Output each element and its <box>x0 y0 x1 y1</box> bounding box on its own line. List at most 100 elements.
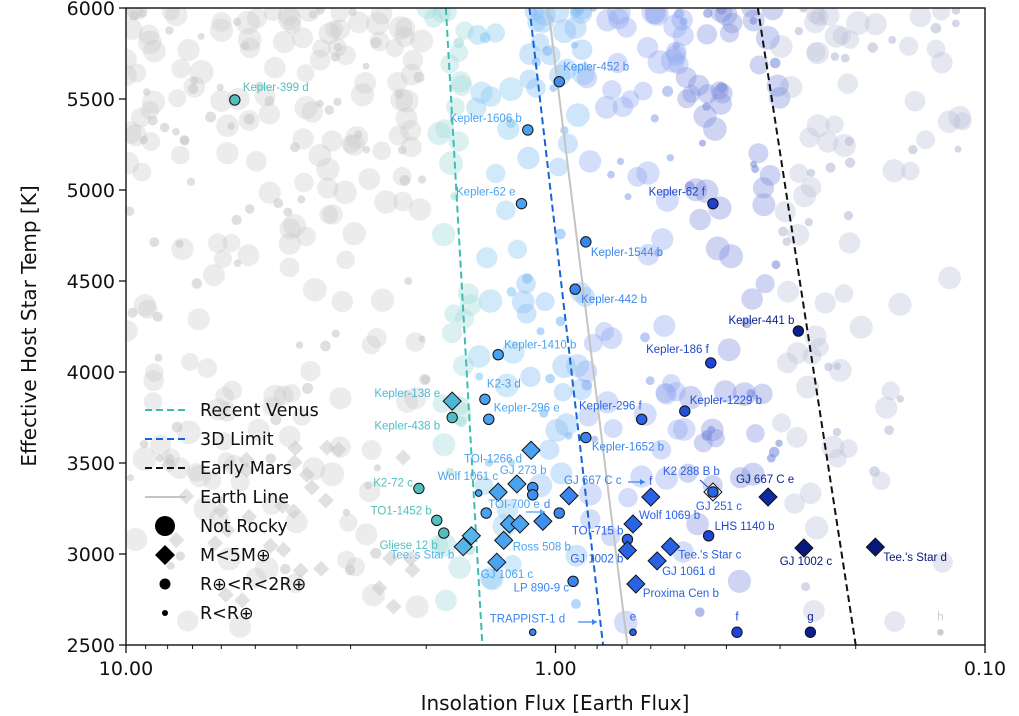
background-planet <box>333 42 343 52</box>
background-planet <box>801 177 822 198</box>
planet-circle-marker <box>804 626 817 638</box>
planet-label: Kepler-296 f <box>579 400 642 412</box>
background-planet <box>529 8 538 17</box>
background-planet <box>571 39 593 60</box>
background-planet <box>799 8 808 13</box>
background-planet <box>364 482 372 490</box>
background-planet <box>481 568 504 591</box>
background-planet <box>660 48 685 73</box>
background-planet <box>470 81 493 104</box>
planet-label: Proxima Cen b <box>643 588 719 600</box>
background-planet <box>715 8 738 26</box>
background-planet <box>272 30 296 54</box>
planet-circle-marker <box>679 405 691 417</box>
planet-circle-marker <box>413 482 425 495</box>
background-planet <box>126 8 144 21</box>
background-planet <box>655 467 678 490</box>
background-planet <box>580 509 601 530</box>
background-planet <box>467 345 491 368</box>
background-planet <box>316 157 340 181</box>
background-planet <box>846 11 870 36</box>
background-planet <box>191 278 203 289</box>
planet-unlabeled <box>527 489 539 501</box>
planet-circle-marker <box>229 94 241 106</box>
planet-diamond-marker <box>533 511 553 531</box>
background-planet <box>768 87 791 109</box>
background-planet <box>265 453 276 464</box>
background-planet <box>358 480 381 503</box>
background-planet <box>370 288 395 312</box>
background-planet <box>653 314 676 337</box>
planet-gj-667-c-e: GJ 667 C e <box>736 474 794 507</box>
background-planet <box>777 352 798 374</box>
background-planet <box>235 10 260 35</box>
background-planet <box>545 418 569 442</box>
background-planet <box>354 130 363 139</box>
background-planet <box>258 181 281 204</box>
planet-label: Gliese 12 b <box>380 540 438 552</box>
planet-circle-marker <box>528 628 537 637</box>
background-planet <box>309 49 331 71</box>
background-planet <box>755 274 775 294</box>
background-planet <box>766 74 789 97</box>
planet-diamond-marker <box>507 474 527 494</box>
background-planet <box>695 607 705 617</box>
background-planet <box>387 72 408 93</box>
background-planet <box>168 89 187 108</box>
planet-k2-72-c: K2-72 c <box>373 477 425 495</box>
background-planet <box>361 440 382 460</box>
background-planet <box>742 9 765 32</box>
planet-unlabeled <box>533 511 553 531</box>
planet-label: K2-72 c <box>373 477 413 489</box>
background-planet <box>322 204 343 225</box>
background-planet <box>270 414 282 426</box>
background-planet <box>570 8 582 18</box>
legend-circle-icon <box>159 578 171 590</box>
background-planet <box>741 318 752 329</box>
background-planet <box>475 372 484 381</box>
background-planet <box>581 379 593 391</box>
background-planet-diamond <box>292 562 309 579</box>
background-planet <box>667 419 688 440</box>
background-planet <box>517 146 540 170</box>
background-planet <box>404 387 427 410</box>
background-planet <box>840 53 850 63</box>
background-planet <box>674 8 685 19</box>
background-planet <box>709 92 733 115</box>
background-planet <box>484 458 494 467</box>
background-planet <box>849 315 873 339</box>
background-planet <box>566 103 590 127</box>
background-planet <box>312 39 331 58</box>
background-planet <box>666 41 687 62</box>
background-planet <box>138 24 160 46</box>
planet-label: TO1-1452 b <box>371 505 432 517</box>
background-planet <box>330 52 341 62</box>
background-planet <box>433 533 457 557</box>
legend-circle-icon <box>162 610 168 616</box>
planet-diamond-marker <box>617 540 638 561</box>
background-planet <box>578 406 599 427</box>
planet-unlabeled <box>510 514 530 534</box>
background-planet <box>215 432 234 451</box>
planet-diamond-marker <box>521 440 541 460</box>
legend-label: 3D Limit <box>200 430 274 450</box>
background-planet <box>244 204 255 214</box>
background-planet <box>277 8 302 31</box>
background-planet <box>557 133 579 154</box>
background-planet <box>552 19 577 44</box>
background-planet <box>302 277 327 302</box>
background-planet <box>258 103 281 125</box>
background-planet <box>527 13 546 33</box>
background-planet <box>575 287 596 307</box>
background-planet <box>283 207 293 217</box>
background-planet <box>719 244 744 269</box>
background-planet <box>170 145 190 165</box>
background-planet <box>633 81 653 101</box>
background-planet <box>143 392 163 411</box>
background-planet <box>655 188 679 212</box>
background-planet <box>277 8 300 26</box>
background-planet <box>273 385 294 406</box>
background-planet <box>177 610 199 632</box>
background-planet-diamond <box>395 449 412 466</box>
background-planet <box>696 24 718 45</box>
